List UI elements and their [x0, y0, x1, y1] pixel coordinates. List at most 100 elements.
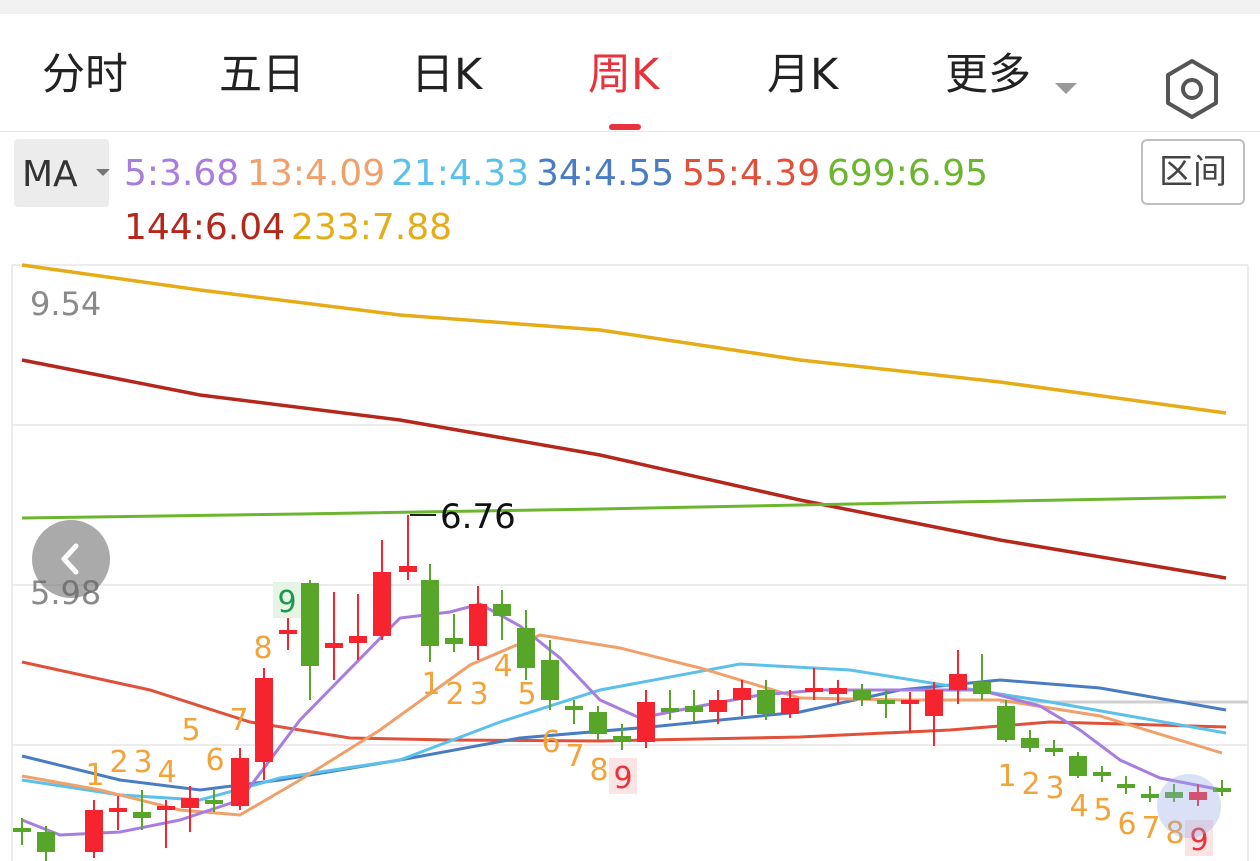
tab-five-day[interactable]: 五日 — [219, 50, 305, 100]
ma144-line — [21, 358, 1227, 580]
ma-value: 233:7.88 — [291, 207, 452, 248]
candle-body — [757, 690, 775, 714]
sequence-count: 4 — [157, 755, 176, 790]
sequence-count: 8 — [253, 631, 272, 666]
candle-body — [205, 800, 223, 804]
candle-body — [1189, 792, 1207, 800]
sequence-count: 4 — [1069, 789, 1088, 824]
candle-body — [13, 828, 31, 832]
tab-daily-k[interactable]: 日K — [411, 50, 483, 100]
candle-body — [133, 812, 151, 818]
candle-body — [517, 628, 535, 668]
sequence-count: 9 — [1189, 823, 1208, 858]
count-highlight — [1185, 820, 1213, 856]
current-candle-highlight — [1157, 774, 1221, 838]
candle-body — [445, 638, 463, 644]
sequence-count: 3 — [133, 745, 152, 780]
candle-body — [181, 798, 199, 808]
sequence-count: 9 — [277, 585, 296, 620]
candle-body — [565, 706, 583, 710]
period-tabs: 分时 五日 日K 周K 月K 更多 — [0, 14, 1260, 132]
candle-body — [733, 688, 751, 700]
chart-grid — [11, 264, 1249, 861]
candle-body — [685, 706, 703, 712]
candle-body — [949, 674, 967, 690]
high-price-label: 6.76 — [440, 497, 516, 537]
sequence-count: 6 — [205, 743, 224, 778]
candle-body — [613, 736, 631, 742]
candle-body — [493, 604, 511, 616]
ma-value: 55:4.39 — [682, 153, 821, 194]
sequence-count: 1 — [85, 758, 104, 793]
candle-body — [373, 572, 391, 636]
sequence-count: 3 — [1045, 771, 1064, 806]
candle-body — [37, 832, 55, 852]
candle-body — [661, 708, 679, 712]
candle-body — [781, 698, 799, 714]
candle-body — [709, 700, 727, 712]
candle-body — [1141, 794, 1159, 798]
ma-value: 144:6.04 — [124, 207, 285, 248]
candle-body — [109, 808, 127, 812]
candle-body — [853, 690, 871, 700]
candle-body — [901, 700, 919, 704]
candle-body — [255, 678, 273, 762]
hexagon-settings-icon[interactable] — [1163, 58, 1221, 120]
candle-body — [637, 702, 655, 742]
candle-body — [157, 806, 175, 810]
sequence-count: 7 — [1141, 811, 1160, 846]
candle-body — [1165, 792, 1183, 798]
tab-intraday[interactable]: 分时 — [42, 50, 128, 100]
candle-body — [325, 643, 343, 648]
candle-body — [349, 636, 367, 643]
price-label: 9.54 — [30, 285, 101, 323]
ma13-line — [21, 633, 1223, 817]
ma-value: 699:6.95 — [827, 153, 988, 194]
candle-body — [877, 700, 895, 704]
sequence-count: 6 — [541, 725, 560, 760]
tab-weekly-k[interactable]: 周K — [588, 50, 660, 100]
ma699-line — [21, 495, 1227, 520]
candle-body — [829, 688, 847, 694]
sequence-count: 5 — [517, 677, 536, 712]
sequence-count: 8 — [589, 753, 608, 788]
candles — [13, 515, 1231, 861]
candle-body — [421, 580, 439, 646]
ma233-line — [21, 263, 1227, 415]
count-highlight — [273, 582, 301, 618]
back-button[interactable] — [32, 520, 110, 598]
chevron-down-icon — [96, 169, 110, 176]
range-button[interactable]: 区间 — [1141, 139, 1245, 205]
ma-value: 13:4.09 — [247, 153, 386, 194]
sequence-counts: 123456789123456789123456789 — [85, 582, 1213, 858]
candle-body — [973, 682, 991, 694]
candle-body — [541, 660, 559, 700]
candle-body — [1093, 772, 1111, 776]
candle-body — [1045, 748, 1063, 752]
candle-body — [301, 583, 319, 666]
ma-value: 5:3.68 — [124, 153, 240, 194]
ma5-line — [21, 602, 1223, 837]
candle-body — [805, 688, 823, 692]
ma34-line — [21, 678, 1227, 792]
chevron-down-icon[interactable] — [1055, 83, 1077, 94]
count-highlight — [609, 758, 637, 794]
candle-body — [997, 706, 1015, 740]
sequence-count: 1 — [997, 759, 1016, 794]
indicator-select[interactable]: MA — [14, 139, 110, 207]
sequence-count: 8 — [1165, 816, 1184, 851]
candle-body — [1021, 738, 1039, 748]
sequence-count: 2 — [1021, 767, 1040, 802]
sequence-count: 6 — [1117, 807, 1136, 842]
tab-monthly-k[interactable]: 月K — [767, 50, 839, 100]
status-strip — [0, 0, 1260, 14]
candle-body — [231, 758, 249, 806]
ma-value: 21:4.33 — [391, 153, 530, 194]
sequence-count: 2 — [445, 677, 464, 712]
sequence-count: 3 — [469, 677, 488, 712]
sequence-count: 4 — [493, 649, 512, 684]
tab-more[interactable]: 更多 — [945, 50, 1031, 100]
sequence-count: 5 — [1093, 793, 1112, 828]
sequence-count: 9 — [613, 761, 632, 796]
